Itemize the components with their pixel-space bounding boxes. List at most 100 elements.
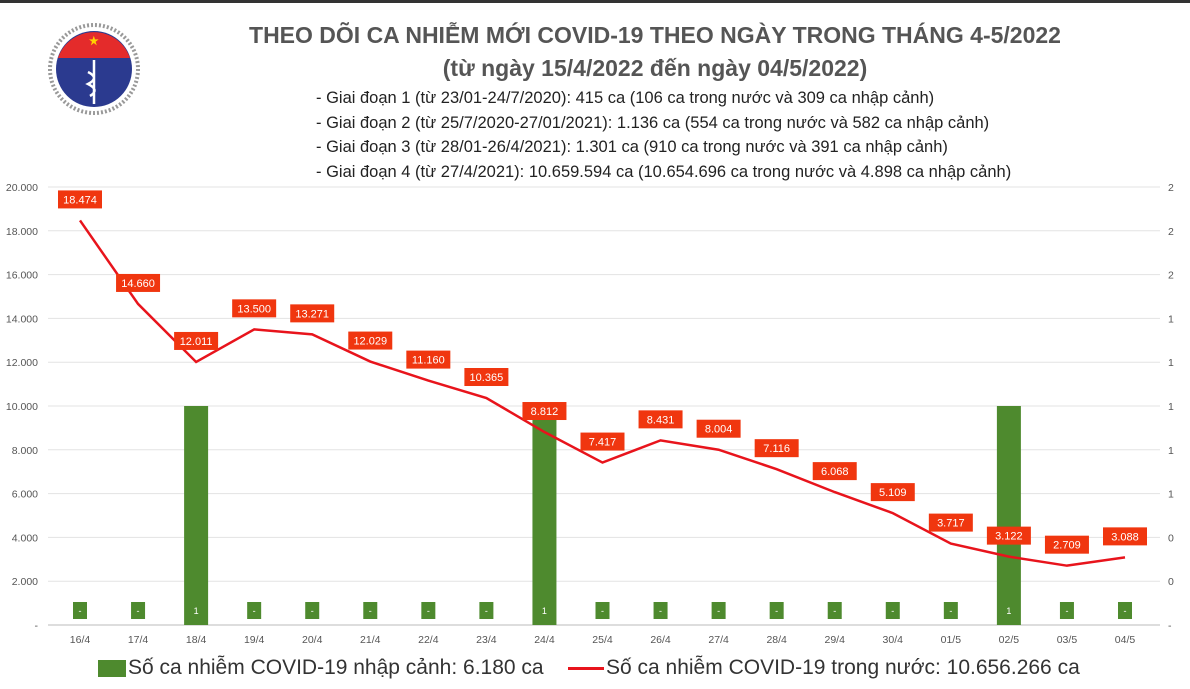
bar-value-box (653, 602, 668, 619)
x-tick-label: 16/4 (70, 634, 91, 646)
ministry-of-health-logo (48, 23, 140, 115)
bar-value-label: - (369, 606, 372, 616)
line-data-label: 10.365 (470, 372, 504, 384)
bar-value-box (827, 602, 842, 619)
bar-value-label: - (833, 606, 836, 616)
bar (996, 406, 1021, 625)
line-data-label-box (406, 350, 451, 369)
right-tick-label: 0 (1168, 576, 1174, 588)
phase-2: - Giai đoạn 2 (từ 25/7/2020-27/01/2021):… (316, 114, 990, 132)
bar-value-box (1118, 602, 1132, 619)
x-tick-label: 24/4 (534, 634, 555, 646)
x-tick-label: 30/4 (883, 634, 904, 646)
legend-bar-swatch (98, 659, 126, 677)
line-data-label-box (348, 331, 393, 350)
line-data-label: 8.812 (531, 406, 559, 418)
bar-value-box (769, 602, 784, 619)
phase-1: - Giai đoạn 1 (từ 23/01-24/7/2020): 415 … (316, 89, 935, 107)
line-data-label-box (928, 513, 973, 532)
line-data-label-box (232, 299, 277, 318)
phase-4: - Giai đoạn 4 (từ 27/4/2021): 10.659.594… (316, 163, 1012, 181)
bar-value-box (1001, 602, 1016, 619)
line-data-label-box (812, 462, 857, 481)
top-border (0, 0, 1190, 3)
line-data-label: 14.660 (121, 278, 155, 290)
bar-value-box (711, 602, 726, 619)
legend-line-swatch (568, 666, 604, 670)
left-tick-label: 18.000 (6, 226, 38, 238)
line-data-label-box (870, 483, 915, 502)
x-tick-label: 23/4 (476, 634, 497, 646)
line-data-label: 3.088 (1111, 531, 1139, 543)
line-data-label: 6.068 (821, 466, 849, 478)
line-data-label-box (754, 439, 799, 458)
x-tick-label: 04/5 (1115, 634, 1136, 646)
bar-value-box (595, 602, 610, 619)
line-data-label: 13.500 (237, 303, 271, 315)
x-tick-label: 27/4 (708, 634, 729, 646)
bar-value-box (537, 602, 552, 619)
bar-value-box (189, 602, 204, 619)
bar-value-label: - (659, 606, 662, 616)
line-data-label: 8.431 (647, 414, 675, 426)
x-tick-label: 03/5 (1057, 634, 1078, 646)
line-data-label-box (464, 368, 509, 387)
bar-value-label: - (1124, 606, 1127, 616)
x-tick-label: 17/4 (128, 634, 149, 646)
bar-value-label: - (601, 606, 604, 616)
bar-value-label: 1 (1006, 606, 1011, 616)
legend-line: Số ca nhiễm COVID-19 trong nước: 10.656.… (568, 656, 1080, 680)
bar-value-label: - (1065, 606, 1068, 616)
left-tick-label: 20.000 (6, 182, 38, 194)
bar-value-box (247, 602, 262, 619)
x-tick-label: 20/4 (302, 634, 323, 646)
x-tick-label: 28/4 (766, 634, 787, 646)
line-data-label: 7.116 (763, 443, 790, 455)
bar-value-label: - (253, 606, 256, 616)
legend-line-label: Số ca nhiễm COVID-19 trong nước: 10.656.… (606, 656, 1080, 679)
right-tick-label: 0 (1168, 532, 1174, 544)
x-tick-label: 01/5 (941, 634, 962, 646)
x-tick-label: 26/4 (650, 634, 671, 646)
bar-value-label: - (137, 606, 140, 616)
bar-value-box (943, 602, 958, 619)
line-data-label-box (1044, 535, 1089, 554)
line-data-label-box (116, 273, 161, 292)
right-tick-label: - (1168, 620, 1172, 632)
legend-bar: Số ca nhiễm COVID-19 nhập cảnh: 6.180 ca (98, 656, 544, 680)
bar-value-box (1059, 602, 1074, 619)
line-data-label-box (58, 190, 102, 209)
bar (184, 406, 209, 625)
line-data-label-box (986, 526, 1031, 545)
line-data-label: 3.122 (995, 531, 1023, 543)
line-data-label: 3.717 (937, 518, 965, 530)
left-tick-label: 10.000 (6, 401, 38, 413)
line-data-label-box (1103, 527, 1147, 546)
left-tick-label: 12.000 (6, 357, 38, 369)
bar-value-box (479, 602, 494, 619)
line-data-label: 18.474 (63, 194, 97, 206)
bar-value-label: 1 (194, 606, 199, 616)
x-tick-label: 18/4 (186, 634, 207, 646)
left-tick-label: 4.000 (12, 532, 38, 544)
line-data-label-box (696, 419, 741, 438)
line-data-label-box (290, 304, 335, 323)
left-tick-label: 6.000 (12, 489, 38, 501)
right-tick-label: 1 (1168, 357, 1174, 369)
x-tick-label: 19/4 (244, 634, 265, 646)
bar-value-box (73, 602, 87, 619)
line-data-label-box (522, 402, 567, 421)
bar-value-label: - (311, 606, 314, 616)
x-tick-label: 25/4 (592, 634, 613, 646)
line-data-label: 2.709 (1053, 540, 1081, 552)
x-tick-label: 22/4 (418, 634, 439, 646)
right-tick-label: 1 (1168, 489, 1174, 501)
bar-value-label: - (79, 606, 82, 616)
line-data-label: 5.109 (879, 487, 907, 499)
left-tick-label: 16.000 (6, 270, 38, 282)
line-data-label-box (174, 331, 219, 350)
bar-value-box (131, 602, 146, 619)
bar-value-label: - (775, 606, 778, 616)
chart-subtitle: (từ ngày 15/4/2022 đến ngày 04/5/2022) (442, 55, 868, 81)
